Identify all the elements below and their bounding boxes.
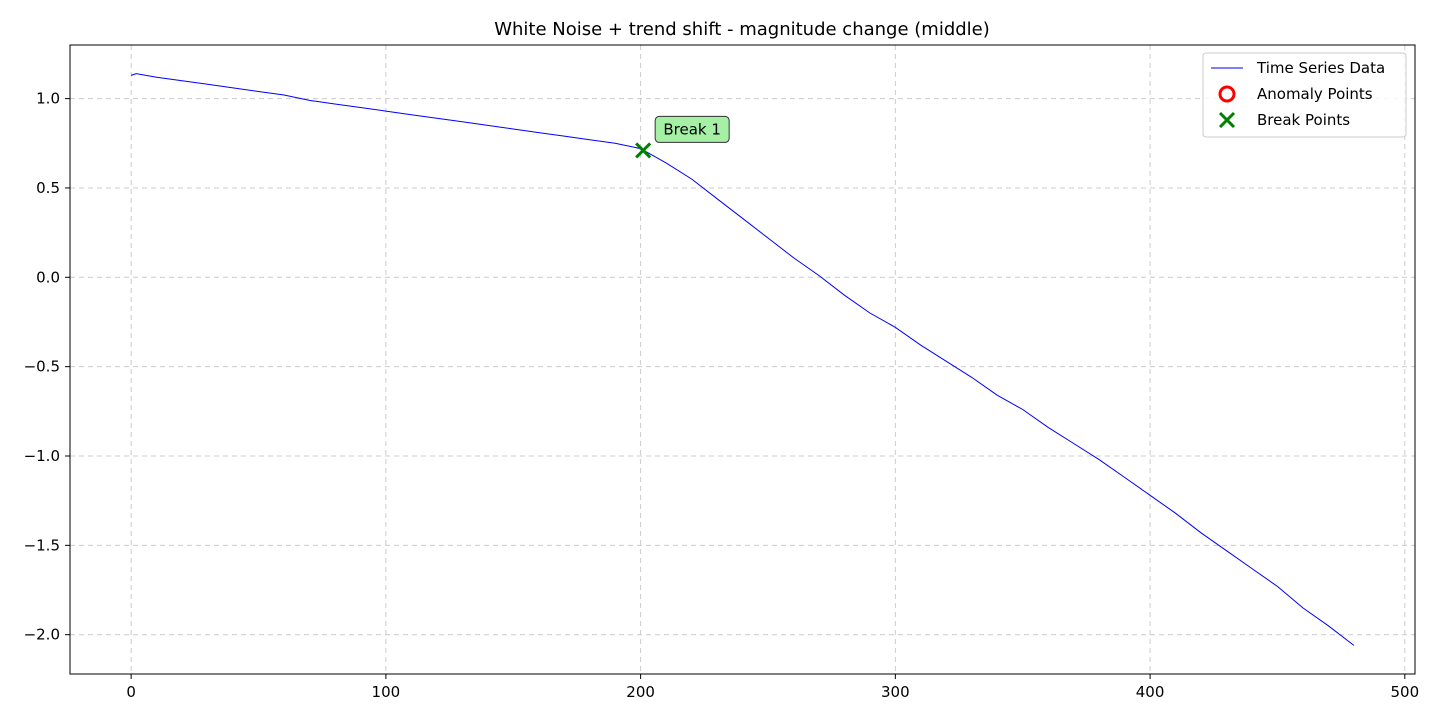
plot-area: Break 1 [130,73,1355,646]
legend-label: Anomaly Points [1257,85,1373,103]
y-tick-label: −2.0 [24,626,60,644]
y-tick-label: 0.0 [36,268,60,286]
legend-label: Time Series Data [1256,59,1385,77]
y-tick-label: 1.0 [36,90,60,108]
annotation-box [654,115,730,143]
grid [70,45,1415,674]
legend: Time Series Data Anomaly Points Break Poin… [1202,52,1407,138]
legend-label: Break Points [1257,111,1350,129]
legend-cross-swatch [1218,111,1236,129]
y-tick-label: −1.0 [24,447,60,465]
y-tick-label: −0.5 [24,358,60,376]
x-tick-label: 300 [881,683,910,701]
break-point [635,142,652,159]
chart-title: White Noise + trend shift - magnitude ch… [494,19,990,40]
x-tick-label: 100 [372,683,401,701]
x-tick-label: 400 [1136,683,1165,701]
x-tick-label: 500 [1390,683,1419,701]
axis-ticks: 0 100 200 300 400 500 1.0 0.5 0.0 −0.5 −1.0 −1.5 −2.… [24,90,1420,701]
y-tick-label: 0.5 [36,179,60,197]
annotation-label: Break 1 [663,120,721,138]
series-line [130,73,1355,646]
legend-circle-swatch [1218,85,1236,103]
legend-box [1202,52,1407,138]
x-tick-label: 200 [626,683,655,701]
x-tick-label: 0 [126,683,136,701]
plot-frame [69,44,1416,675]
y-tick-label: −1.5 [24,536,60,554]
